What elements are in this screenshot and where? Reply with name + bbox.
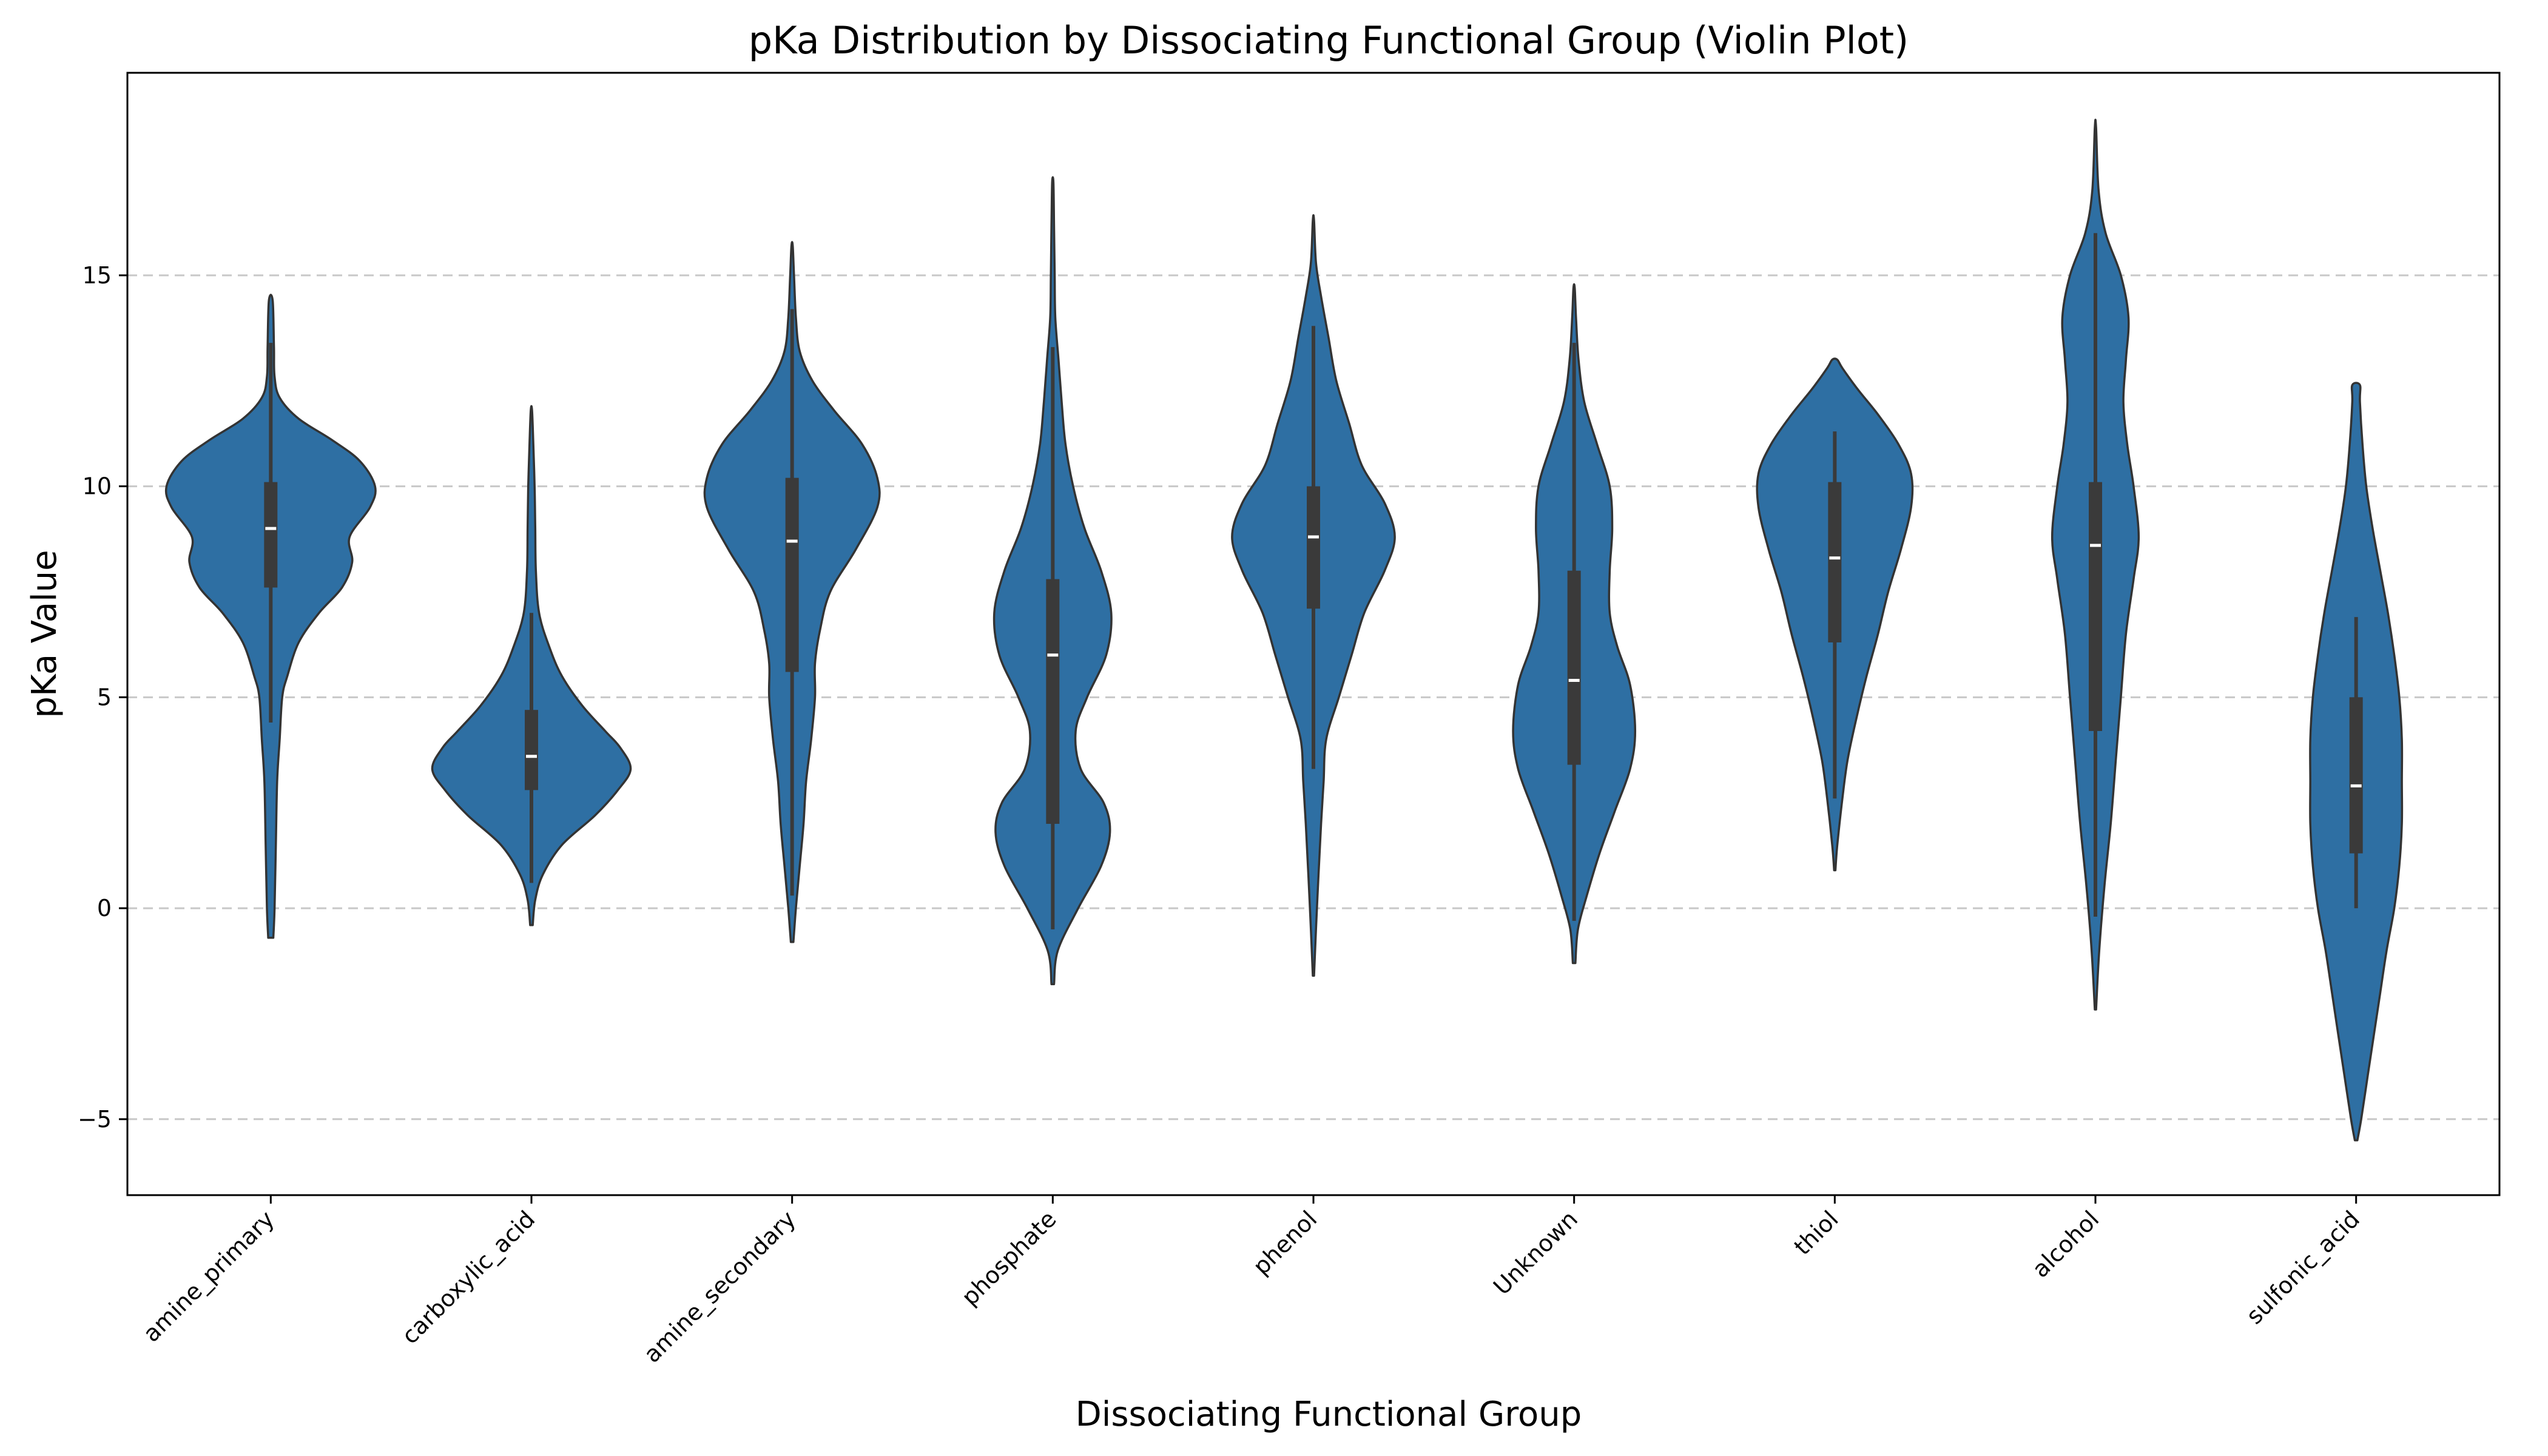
x-axis: amine_primary carboxylic_acid amine_second… bbox=[138, 1195, 2365, 1368]
x-axis-label: Dissociating Functional Group bbox=[1076, 1395, 1582, 1434]
iqr-box-alcohol bbox=[2089, 482, 2103, 731]
y-axis-label: pKa Value bbox=[25, 550, 64, 718]
iqr-box-sulfonic_acid bbox=[2349, 697, 2363, 854]
x-tick-label: alcohol bbox=[2027, 1205, 2104, 1282]
y-tick-label: 0 bbox=[97, 895, 112, 922]
x-tick-label: amine_primary bbox=[138, 1205, 279, 1347]
x-tick-label: phenol bbox=[1248, 1205, 1323, 1280]
x-tick-label: thiol bbox=[1789, 1205, 1844, 1260]
iqr-box-thiol bbox=[1828, 482, 1842, 642]
y-tick-label: 15 bbox=[83, 262, 112, 289]
chart-title: pKa Distribution by Dissociating Functio… bbox=[749, 18, 1909, 62]
iqr-box-phenol bbox=[1307, 486, 1320, 609]
y-tick-label: −5 bbox=[78, 1106, 112, 1133]
x-tick-label: carboxylic_acid bbox=[397, 1205, 541, 1349]
iqr-box-carboxylic_acid bbox=[524, 710, 538, 790]
violin-layer bbox=[164, 118, 2404, 1142]
x-tick-label: amine_secondary bbox=[639, 1205, 801, 1367]
iqr-box-phosphate bbox=[1046, 579, 1060, 824]
x-tick-label: phosphate bbox=[956, 1205, 1061, 1310]
y-axis: −5 0 5 10 15 bbox=[78, 262, 127, 1133]
x-tick-label: sulfonic_acid bbox=[2241, 1205, 2365, 1329]
x-tick-label: Unknown bbox=[1488, 1205, 1583, 1300]
y-tick-label: 5 bbox=[97, 684, 112, 710]
iqr-box-amine_secondary bbox=[785, 477, 799, 672]
iqr-box-Unknown bbox=[1567, 570, 1581, 765]
y-tick-label: 10 bbox=[83, 473, 112, 500]
iqr-box-amine_primary bbox=[264, 482, 278, 588]
